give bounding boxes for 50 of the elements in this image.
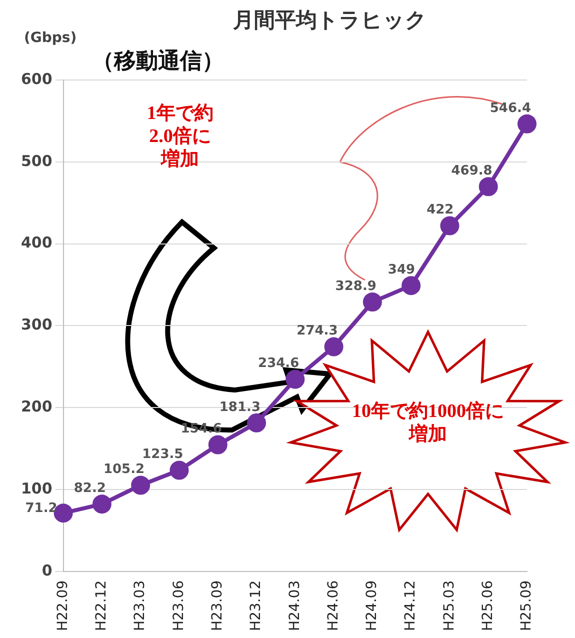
y-tick-label: 300	[21, 316, 52, 334]
y-tick-label: 0	[42, 561, 52, 580]
data-label: 82.2	[74, 480, 106, 496]
data-label: 234.6	[258, 356, 300, 372]
x-tick-label: H23.06	[170, 580, 187, 632]
x-tick-label: H23.09	[210, 580, 226, 632]
point	[208, 435, 228, 454]
x-tick-label: H25.09	[518, 580, 535, 632]
data-label: 328.9	[335, 278, 376, 294]
data-label: 154.6	[180, 422, 222, 437]
chart-title: 月間平均トラヒック	[232, 7, 428, 34]
point	[518, 114, 536, 134]
annotation: 10年で約1000倍に増加	[351, 400, 505, 446]
point	[402, 276, 421, 296]
point	[247, 413, 266, 432]
point	[324, 337, 344, 356]
x-tick-label: H25.03	[441, 580, 458, 632]
y-tick-label: 200	[21, 397, 52, 416]
y-tick-label: 500	[21, 152, 52, 170]
data-label: 123.5	[142, 447, 184, 462]
point	[170, 460, 189, 480]
data-label: 105.2	[103, 462, 145, 478]
point	[362, 292, 382, 312]
x-tick-label: H25.06	[480, 580, 496, 632]
data-label: 71.2	[25, 500, 58, 516]
x-tick-label: H22.09	[54, 580, 71, 632]
annotation: 1年で約2.0倍に増加	[146, 102, 214, 171]
data-label: 422	[426, 202, 454, 218]
point	[286, 370, 305, 389]
y-axis-title: (Gbps)	[24, 30, 77, 46]
y-tick-label: 100	[21, 479, 52, 498]
x-tick-label: H23.12	[248, 580, 264, 632]
point	[440, 216, 460, 236]
x-tick-label: H24.09	[364, 580, 380, 632]
x-tick-label: H24.12	[402, 580, 419, 632]
y-tick-label: 400	[21, 234, 52, 252]
data-label: 349	[388, 262, 416, 278]
data-label: 181.3	[219, 400, 261, 415]
x-tick-label: H24.03	[286, 580, 303, 632]
x-tick-label: H24.06	[325, 580, 342, 632]
point	[478, 177, 498, 196]
data-label: 469.8	[451, 164, 492, 179]
chart-subtitle: （移動通信）	[92, 48, 224, 76]
x-tick-label: H22.12	[94, 580, 110, 632]
data-label: 546.4	[490, 100, 531, 116]
y-tick-label: 600	[21, 70, 52, 88]
point	[131, 476, 150, 495]
x-tick-label: H23.03	[132, 580, 148, 632]
point	[92, 494, 112, 514]
data-label: 274.3	[296, 324, 338, 339]
